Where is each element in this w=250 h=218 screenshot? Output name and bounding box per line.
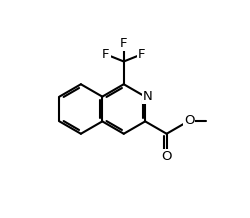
Text: O: O	[161, 150, 172, 163]
Text: F: F	[102, 48, 110, 61]
Text: F: F	[138, 48, 145, 61]
Text: N: N	[143, 90, 153, 103]
Text: O: O	[184, 114, 194, 128]
Text: F: F	[120, 37, 128, 50]
